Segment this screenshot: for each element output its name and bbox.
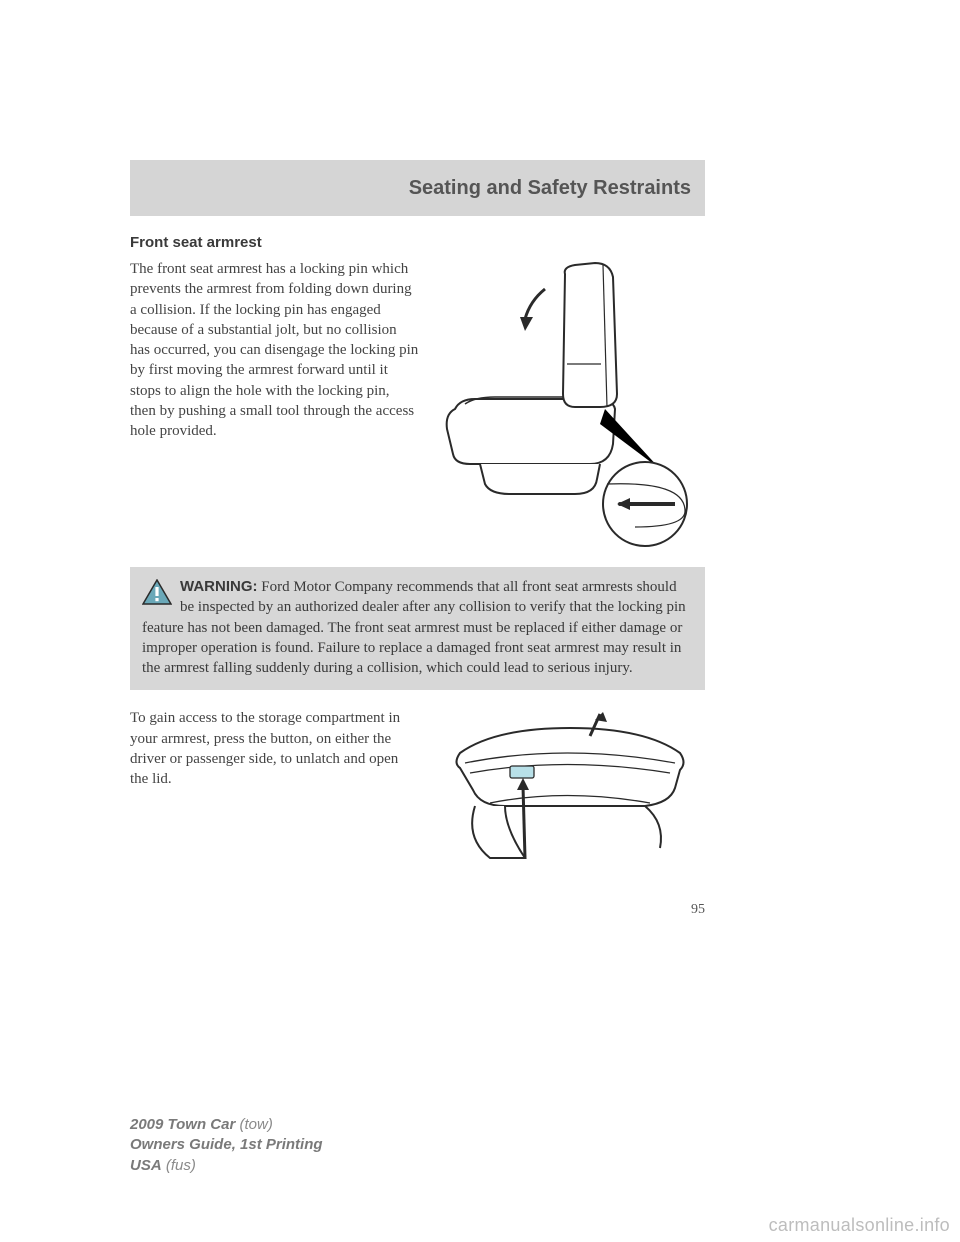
storage-body-text: To gain access to the storage compartmen… xyxy=(130,708,419,878)
storage-figure xyxy=(435,708,705,878)
page-number: 95 xyxy=(130,902,705,918)
armrest-body-text: The front seat armrest has a locking pin… xyxy=(130,259,419,549)
footer-code2: (fus) xyxy=(162,1157,196,1174)
watermark-text: carmanualsonline.info xyxy=(769,1215,950,1236)
footer-line-1: 2009 Town Car (tow) xyxy=(130,1115,323,1135)
footer-line-2: Owners Guide, 1st Printing xyxy=(130,1135,323,1155)
manual-page: Seating and Safety Restraints Front seat… xyxy=(130,160,705,918)
footer-model: 2009 Town Car xyxy=(130,1116,235,1133)
storage-row: To gain access to the storage compartmen… xyxy=(130,708,705,878)
armrest-lid-svg xyxy=(435,708,705,878)
footer-code1: (tow) xyxy=(235,1116,273,1133)
warning-triangle-icon xyxy=(142,579,172,611)
subsection-title-armrest: Front seat armrest xyxy=(130,234,705,251)
section-header-title: Seating and Safety Restraints xyxy=(409,177,691,200)
warning-label: WARNING: xyxy=(180,578,258,595)
section-header-bar: Seating and Safety Restraints xyxy=(130,160,705,216)
page-footer: 2009 Town Car (tow) Owners Guide, 1st Pr… xyxy=(130,1115,323,1176)
armrest-figure xyxy=(435,259,705,549)
footer-line-3: USA (fus) xyxy=(130,1156,323,1176)
seat-armrest-svg xyxy=(435,259,705,549)
warning-box: WARNING: Ford Motor Company recommends t… xyxy=(130,567,705,690)
footer-region: USA xyxy=(130,1157,162,1174)
armrest-row: The front seat armrest has a locking pin… xyxy=(130,259,705,549)
